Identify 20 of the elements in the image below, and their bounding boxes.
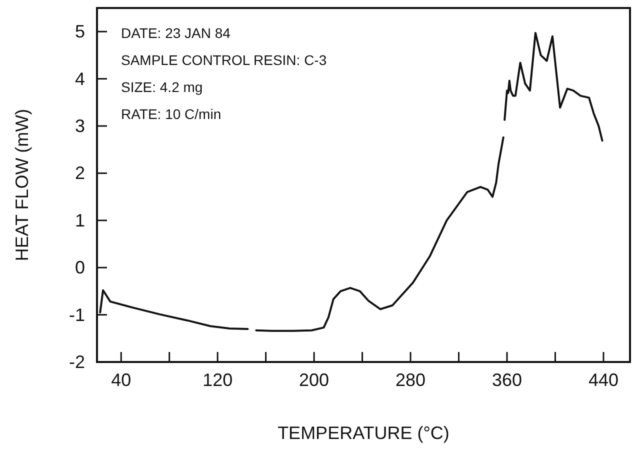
y-tick-label: 2 (74, 163, 85, 184)
x-axis-title: TEMPERATURE (°C) (278, 423, 450, 443)
y-tick-label: -1 (68, 304, 85, 325)
x-tick-label: 120 (202, 370, 233, 390)
y-tick-label: 4 (74, 68, 85, 89)
annotation: RATE: 10 C/min (121, 106, 222, 122)
y-tick-label: 0 (74, 258, 85, 278)
x-tick-label: 40 (111, 370, 132, 390)
annotation: SIZE: 4.2 mg (121, 79, 203, 95)
y-axis-title: HEAT FLOW (mW) (12, 108, 32, 262)
y-tick-label: 1 (74, 210, 85, 230)
y-tick-label: 3 (74, 116, 85, 136)
y-tick-label: 5 (74, 22, 85, 42)
annotation: SAMPLE CONTROL RESIN: C-3 (121, 52, 327, 68)
x-tick-label: 440 (588, 370, 618, 390)
x-tick-label: 360 (492, 370, 522, 390)
y-tick-label: -2 (68, 352, 85, 372)
x-tick-label: 200 (299, 370, 330, 390)
x-tick-label: 280 (396, 370, 426, 390)
annotation: DATE: 23 JAN 84 (121, 25, 231, 41)
